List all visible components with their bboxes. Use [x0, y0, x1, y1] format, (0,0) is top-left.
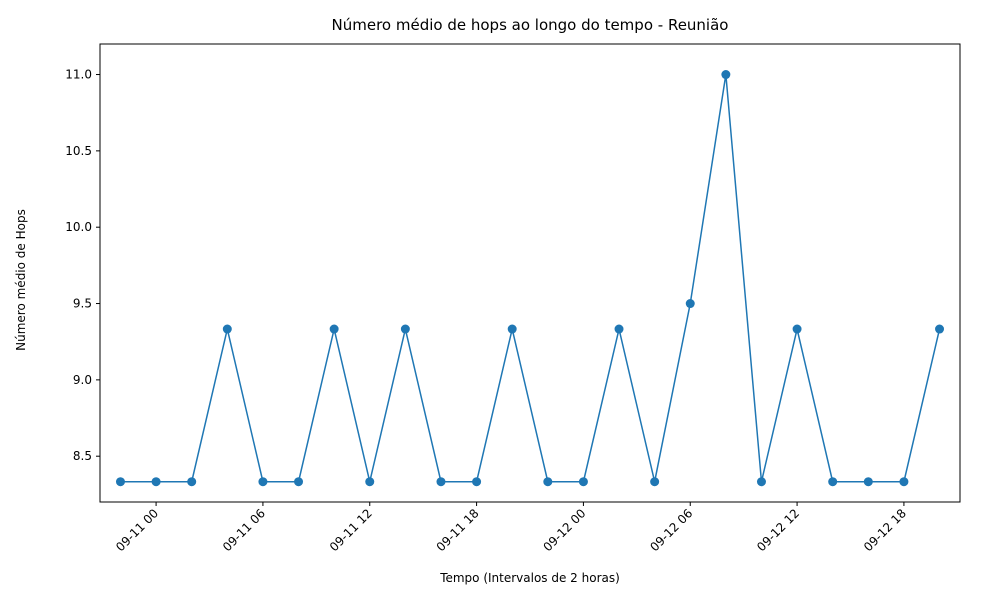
- y-axis-title: Número médio de Hops: [14, 209, 28, 351]
- y-tick-label: 10.0: [65, 220, 92, 234]
- y-tick-label: 9.0: [73, 373, 92, 387]
- data-point: [472, 477, 482, 487]
- data-point: [115, 477, 125, 487]
- data-point: [187, 477, 197, 487]
- data-point: [365, 477, 375, 487]
- data-point: [792, 324, 802, 334]
- plot-frame: [99, 43, 961, 503]
- data-point: [507, 324, 517, 334]
- data-point: [685, 299, 695, 309]
- data-point: [578, 477, 588, 487]
- data-point: [721, 70, 731, 80]
- chart-title: Número médio de hops ao longo do tempo -…: [332, 16, 729, 34]
- y-tick-label: 9.5: [73, 297, 92, 311]
- data-point: [151, 477, 161, 487]
- data-point: [400, 324, 410, 334]
- data-point: [828, 477, 838, 487]
- data-point: [436, 477, 446, 487]
- data-point: [294, 477, 304, 487]
- data-point: [614, 324, 624, 334]
- y-tick-label: 10.5: [65, 144, 92, 158]
- data-point: [258, 477, 268, 487]
- data-point: [863, 477, 873, 487]
- x-axis-title: Tempo (Intervalos de 2 horas): [439, 571, 620, 585]
- series-line: [120, 74, 941, 483]
- data-point: [899, 477, 909, 487]
- data-point: [650, 477, 660, 487]
- data-point: [935, 324, 945, 334]
- y-tick-label: 8.5: [73, 449, 92, 463]
- data-point: [329, 324, 339, 334]
- data-point: [756, 477, 766, 487]
- data-point: [543, 477, 553, 487]
- data-point: [222, 324, 232, 334]
- y-tick-label: 11.0: [65, 68, 92, 82]
